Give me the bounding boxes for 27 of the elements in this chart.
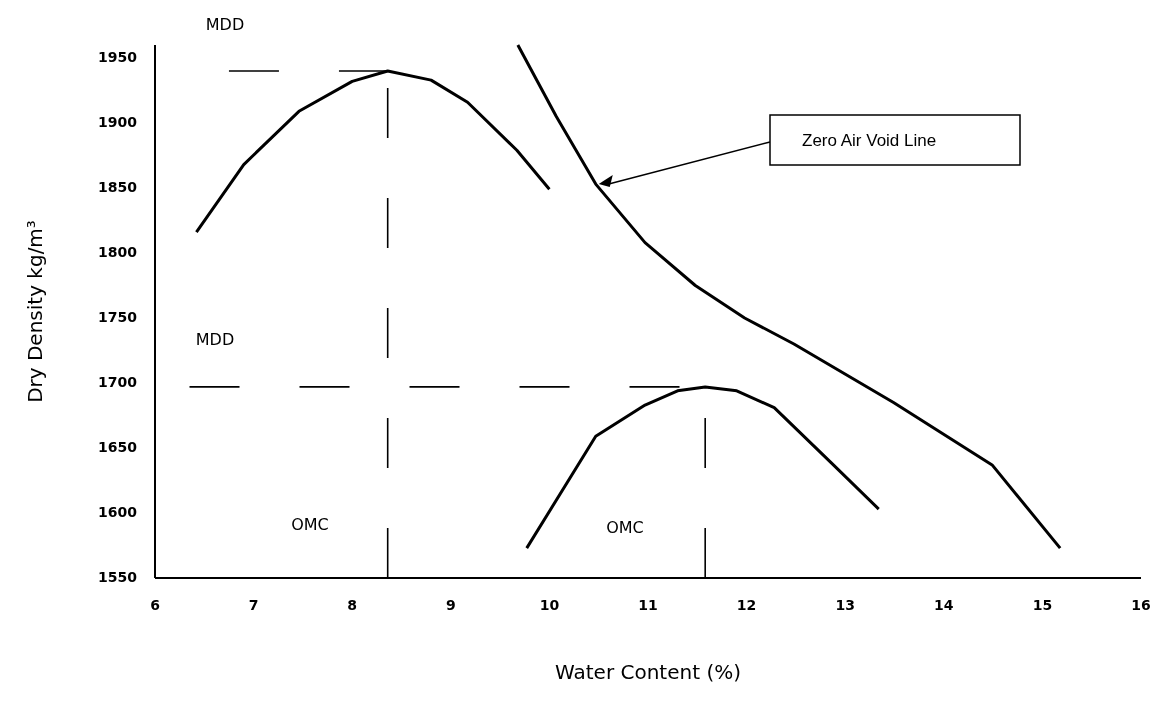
x-axis-title: Water Content (%) bbox=[555, 660, 741, 684]
y-axis-title: Dry Density kg/m³ bbox=[23, 220, 47, 403]
x-tick-label: 10 bbox=[539, 597, 560, 613]
y-tick-label: 1600 bbox=[98, 504, 138, 520]
y-tick-label: 1650 bbox=[98, 439, 138, 455]
x-tick-label: 6 bbox=[150, 597, 160, 613]
y-tick-label: 1550 bbox=[98, 569, 138, 585]
x-tick-label: 16 bbox=[1131, 597, 1151, 613]
x-tick-label: 13 bbox=[835, 597, 855, 613]
annotation: Zero Air Void Line bbox=[802, 131, 937, 150]
x-tick-label: 8 bbox=[347, 597, 358, 613]
x-tick-label: 14 bbox=[934, 597, 954, 613]
x-tick-label: 15 bbox=[1032, 597, 1053, 613]
text: MDD bbox=[205, 14, 245, 34]
annotation: OMC bbox=[291, 514, 329, 534]
y-tick-label: 1800 bbox=[98, 244, 138, 260]
x-tick-label: 12 bbox=[736, 597, 757, 613]
y-tick-label: 1950 bbox=[98, 49, 138, 65]
annotation: OMC bbox=[606, 517, 644, 537]
y-tick-label: 1900 bbox=[98, 114, 138, 130]
y-tick-label: 1850 bbox=[98, 179, 138, 195]
annotation: MDD bbox=[195, 329, 235, 349]
y-tick-label: 1750 bbox=[98, 309, 138, 325]
x-tick-label: 9 bbox=[445, 597, 456, 613]
x-tick-label: 7 bbox=[248, 597, 259, 613]
y-tick-label: 1700 bbox=[98, 374, 138, 390]
x-tick-label: 11 bbox=[638, 597, 658, 613]
